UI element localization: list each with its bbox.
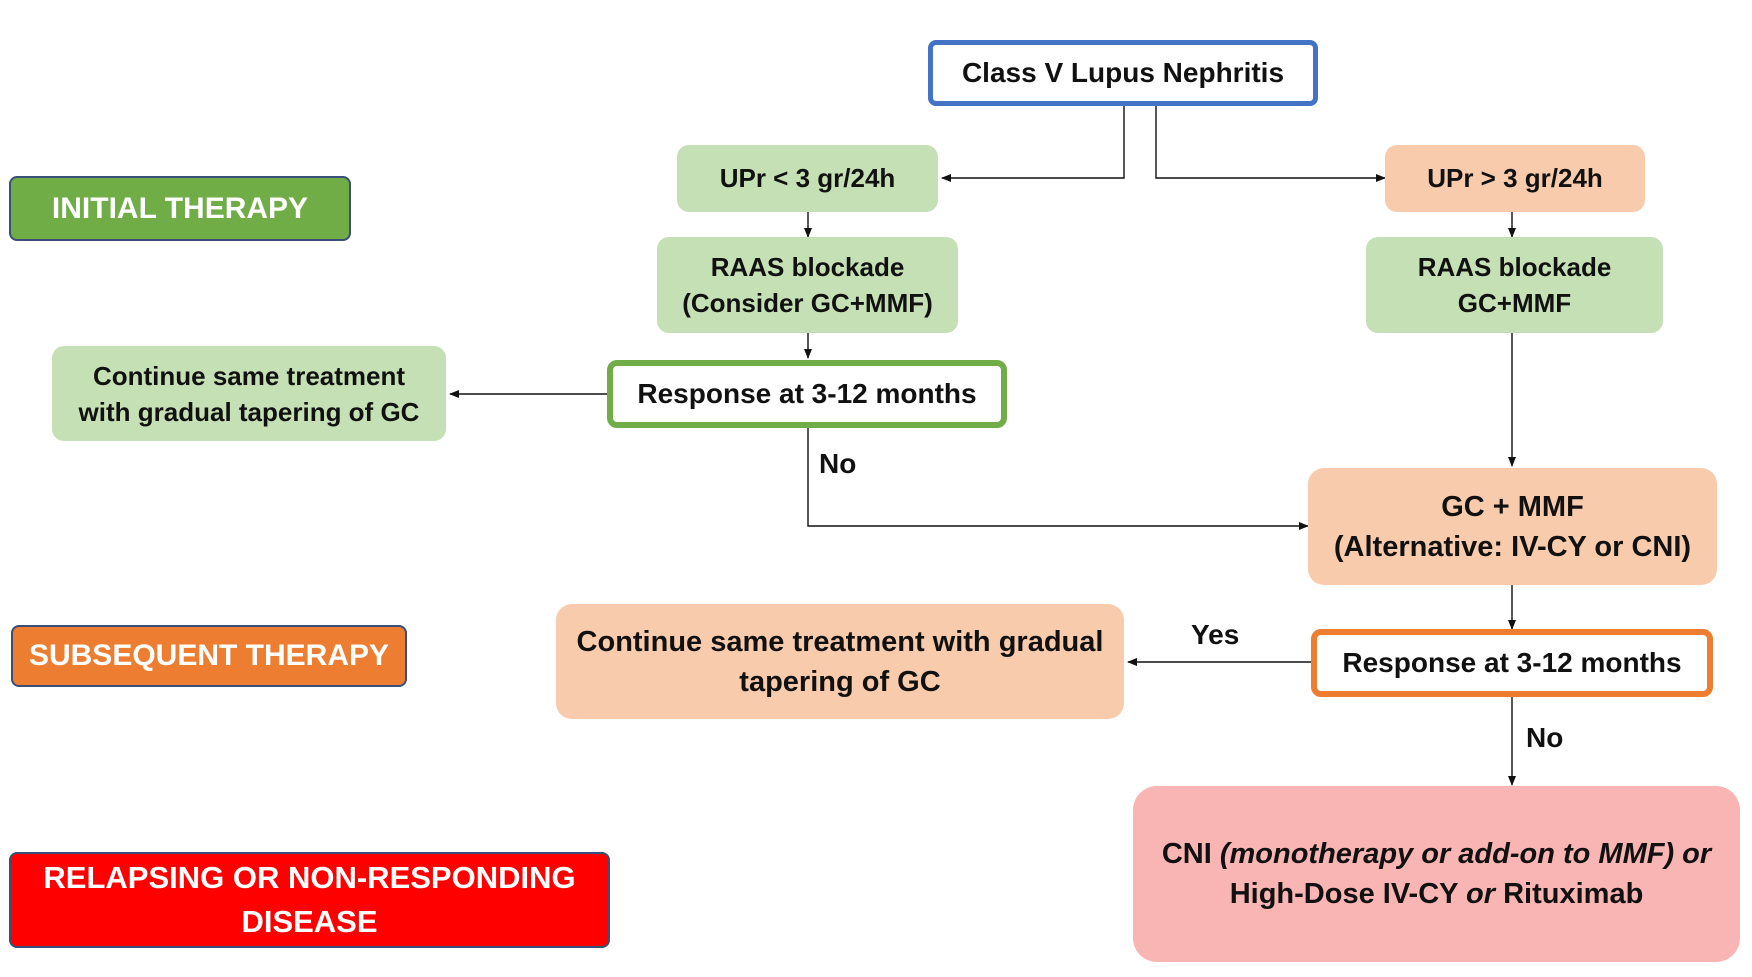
continue-high-line-2: tapering of GC xyxy=(739,665,941,698)
continue-low-line-1: Continue same treatment xyxy=(92,360,406,391)
root-node-text: Class V Lupus Nephritis xyxy=(961,57,1285,88)
rescue-rtx-text: Rituximab xyxy=(1495,878,1644,910)
raas-low-line-1: RAAS blockade xyxy=(710,252,905,282)
gc-mmf-node: GC + MMF (Alternative: IV-CY or CNI) xyxy=(1308,468,1717,585)
upr-high-text: UPr > 3 gr/24h xyxy=(1427,163,1603,193)
edge-root-to-upr-low xyxy=(941,106,1125,182)
rescue-line-1: CNI (monotherapy or add-on to MMF) or xyxy=(1162,834,1711,874)
continue-high-line-1: Continue same treatment with gradual xyxy=(576,625,1104,658)
raas-high-line-2: GC+MMF xyxy=(1457,288,1572,318)
phase-label-subsequent-therapy: SUBSEQUENT THERAPY xyxy=(11,625,407,687)
phase-label-initial-text: INITIAL THERAPY xyxy=(51,191,309,225)
edge-label-no-low: No xyxy=(819,448,857,479)
raas-high-line-1: RAAS blockade xyxy=(1417,252,1612,282)
rescue-line-2: High-Dose IV-CY or Rituximab xyxy=(1230,874,1644,914)
phase-label-relapsing-disease: RELAPSING OR NON-RESPONDING DISEASE xyxy=(9,852,610,948)
raas-high-node: RAAS blockade GC+MMF xyxy=(1366,237,1663,333)
continue-high-node: Continue same treatment with gradual tap… xyxy=(556,604,1124,719)
rescue-cni-text: CNI xyxy=(1161,838,1220,870)
response-high-node: Response at 3-12 months xyxy=(1311,629,1713,697)
phase-label-relapse-text: RELAPSING OR NON-RESPONDING DISEASE xyxy=(43,860,576,939)
phase-label-subsequent-text: SUBSEQUENT THERAPY xyxy=(28,639,390,672)
rescue-or-text: or xyxy=(1466,878,1496,910)
continue-low-node: Continue same treatment with gradual tap… xyxy=(52,346,446,441)
upr-low-text: UPr < 3 gr/24h xyxy=(719,163,896,193)
edge-root-to-upr-high xyxy=(1155,106,1386,182)
upr-high-node: UPr > 3 gr/24h xyxy=(1385,145,1645,212)
edge-response-no-to-gcmmf xyxy=(807,428,1309,530)
rescue-hd-text: High-Dose IV-CY xyxy=(1229,878,1467,910)
response-low-text: Response at 3-12 months xyxy=(637,378,977,409)
gc-mmf-line-2: (Alternative: IV-CY or CNI) xyxy=(1333,530,1692,563)
raas-low-node: RAAS blockade (Consider GC+MMF) xyxy=(657,237,958,333)
response-low-node: Response at 3-12 months xyxy=(607,360,1007,428)
response-high-text: Response at 3-12 months xyxy=(1342,647,1682,678)
rescue-therapy-node: CNI (monotherapy or add-on to MMF) or Hi… xyxy=(1133,786,1740,962)
continue-low-line-2: with gradual tapering of GC xyxy=(78,396,420,427)
gc-mmf-line-1: GC + MMF xyxy=(1441,490,1584,523)
root-node: Class V Lupus Nephritis xyxy=(928,40,1318,106)
edge-label-no-high: No xyxy=(1526,722,1564,753)
edge-label-yes-high: Yes xyxy=(1191,619,1240,650)
rescue-cni-note: (monotherapy or add-on to MMF) or xyxy=(1219,838,1712,870)
upr-low-node: UPr < 3 gr/24h xyxy=(677,145,938,212)
raas-low-line-2: (Consider GC+MMF) xyxy=(682,288,933,318)
phase-label-initial-therapy: INITIAL THERAPY xyxy=(9,176,351,241)
